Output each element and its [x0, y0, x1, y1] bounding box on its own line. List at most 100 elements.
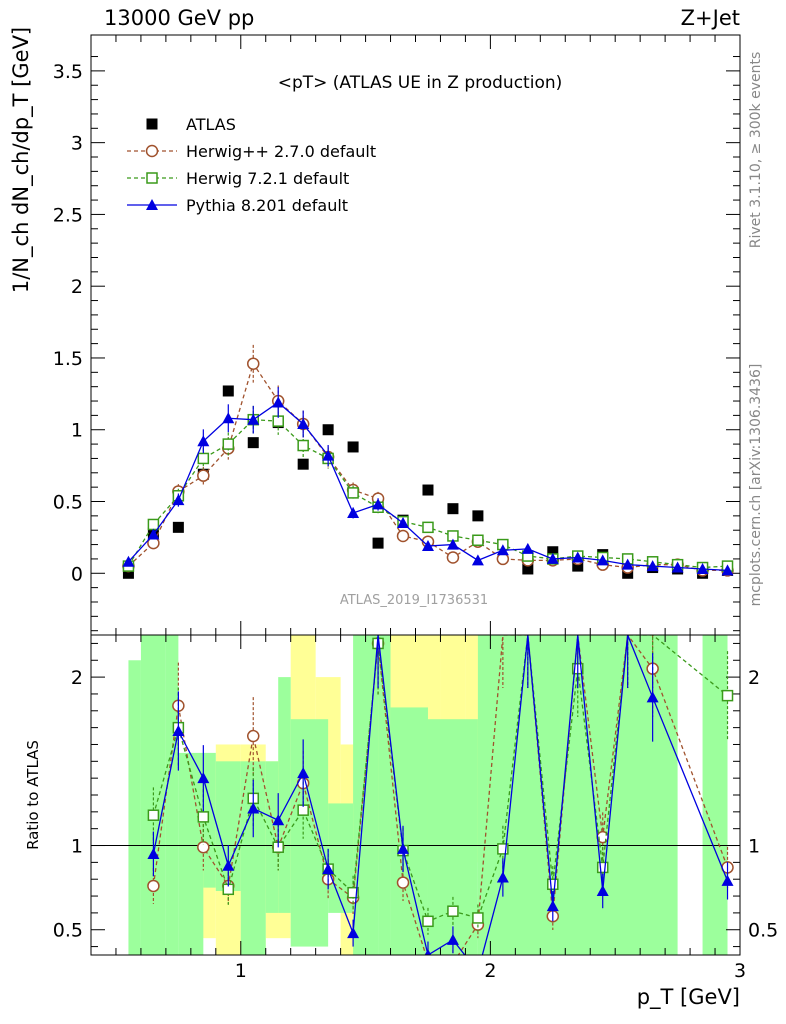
ratio-data-point — [172, 725, 185, 736]
ratio-y-tick-label: 0.5 — [53, 920, 83, 942]
ratio-series-line — [152, 635, 729, 955]
ratio-data-point — [272, 814, 285, 826]
data-point — [172, 521, 184, 533]
rivet-label: Rivet 3.1.10, ≥ 300k events — [748, 52, 764, 249]
ratio-data-point — [247, 802, 260, 814]
data-point — [696, 562, 709, 574]
data-point — [721, 564, 734, 576]
ratio-data-point — [546, 900, 559, 912]
ratio-data-point — [424, 949, 432, 955]
data-point — [197, 435, 210, 447]
ratio-y-tick-label: 2 — [71, 667, 83, 689]
data-point — [322, 424, 334, 436]
ratio-data-point — [472, 966, 484, 977]
inner-uncertainty-band — [702, 635, 728, 955]
data-point — [446, 551, 460, 564]
data-point — [222, 385, 234, 397]
data-point — [347, 441, 359, 453]
ratio-series-group — [147, 635, 734, 977]
data-point — [122, 567, 134, 579]
data-point — [396, 529, 410, 543]
ratio-data-point — [422, 915, 434, 928]
data-point — [397, 517, 410, 529]
inner-uncertainty-band — [390, 707, 428, 955]
ratio-data-point — [596, 885, 609, 896]
ratio-y-tick-label-right: 1 — [748, 836, 760, 858]
ratio-data-point — [446, 933, 459, 945]
legend-label: Herwig++ 2.7.0 default — [186, 142, 376, 161]
data-point — [297, 417, 310, 429]
ratio-data-marks — [147, 635, 734, 977]
data-point — [646, 560, 659, 572]
ratio-y-axis-label: Ratio to ATLAS — [24, 740, 42, 850]
data-point — [571, 551, 584, 563]
ratio-y-tick-label-right: 2 — [748, 667, 760, 689]
data-point — [247, 357, 260, 370]
data-point — [421, 540, 434, 552]
ratio-data-point — [322, 863, 335, 875]
data-point — [621, 558, 634, 570]
y-tick-label: 3 — [71, 133, 83, 155]
x-tick-label: 2 — [484, 960, 496, 982]
main-axes: 0 0.5 1 1.5 2 2.5 3 3.5 — [53, 35, 741, 635]
x-axis-label: p_T [GeV] — [637, 985, 740, 1010]
data-point — [247, 437, 259, 449]
legend-label: ATLAS — [186, 115, 236, 134]
ratio-data-point — [721, 689, 734, 702]
legend-marker — [146, 118, 158, 130]
ratio-data-point — [197, 811, 210, 823]
inner-uncertainty-band — [290, 719, 329, 947]
header-left: 13000 GeV pp — [104, 6, 254, 30]
ratio-frame — [90, 634, 741, 956]
inner-uncertainty-band — [203, 752, 216, 888]
ratio-data-point — [497, 843, 509, 855]
main-data-marks — [122, 344, 734, 579]
ratio-data-point — [147, 847, 160, 859]
data-point — [546, 552, 559, 564]
ratio-data-point — [596, 861, 609, 874]
data-point — [372, 537, 384, 549]
data-point — [347, 506, 360, 518]
y-tick-label: 1.5 — [53, 348, 83, 370]
ratio-data-point — [422, 956, 433, 967]
ratio-data-point — [721, 874, 734, 886]
data-point — [472, 534, 484, 547]
ratio-data-point — [222, 859, 235, 871]
data-point — [671, 561, 684, 573]
inner-uncertainty-band — [265, 761, 279, 913]
y-tick-label: 3.5 — [53, 61, 83, 83]
data-point — [547, 546, 559, 558]
y-tick-label: 1 — [71, 420, 83, 442]
data-point — [247, 413, 260, 425]
ratio-y-tick-label: 1 — [71, 836, 83, 858]
mcplots-label: mcplots.cern.ch [arXiv:1306.3436] — [748, 364, 764, 607]
data-point — [446, 538, 459, 550]
x-tick-label: 3 — [734, 960, 746, 982]
y-tick-label: 2 — [71, 276, 83, 298]
ratio-data-point — [496, 871, 509, 883]
data-point — [496, 544, 509, 556]
ratio-panel: 0.5 0.5 1 1 2 2 1 2 3 Ratio to ATLAS p_T [GeV] — [24, 634, 778, 1010]
legend-marker — [146, 199, 158, 210]
data-point — [422, 484, 434, 496]
data-point — [521, 542, 534, 554]
ratio-data-point — [646, 691, 659, 703]
data-point — [222, 438, 235, 450]
y-tick-label: 0.5 — [53, 492, 83, 514]
ratio-data-point — [347, 927, 360, 939]
ratio-data-point — [397, 842, 410, 854]
ratio-data-point — [147, 879, 160, 893]
data-point — [222, 412, 235, 424]
legend-marker — [146, 172, 158, 184]
data-point — [197, 469, 210, 482]
ratio-data-point — [197, 840, 210, 854]
data-point — [572, 560, 584, 572]
ratio-data-point — [396, 876, 410, 889]
data-point — [122, 555, 135, 567]
ratio-series-line — [152, 635, 729, 955]
ratio-data-point — [447, 905, 459, 917]
main-y-axis-label: 1/N_ch dN_ch/dp_T [GeV] — [9, 27, 34, 293]
inner-uncertainty-band — [278, 677, 291, 913]
ratio-data-point — [147, 809, 160, 821]
